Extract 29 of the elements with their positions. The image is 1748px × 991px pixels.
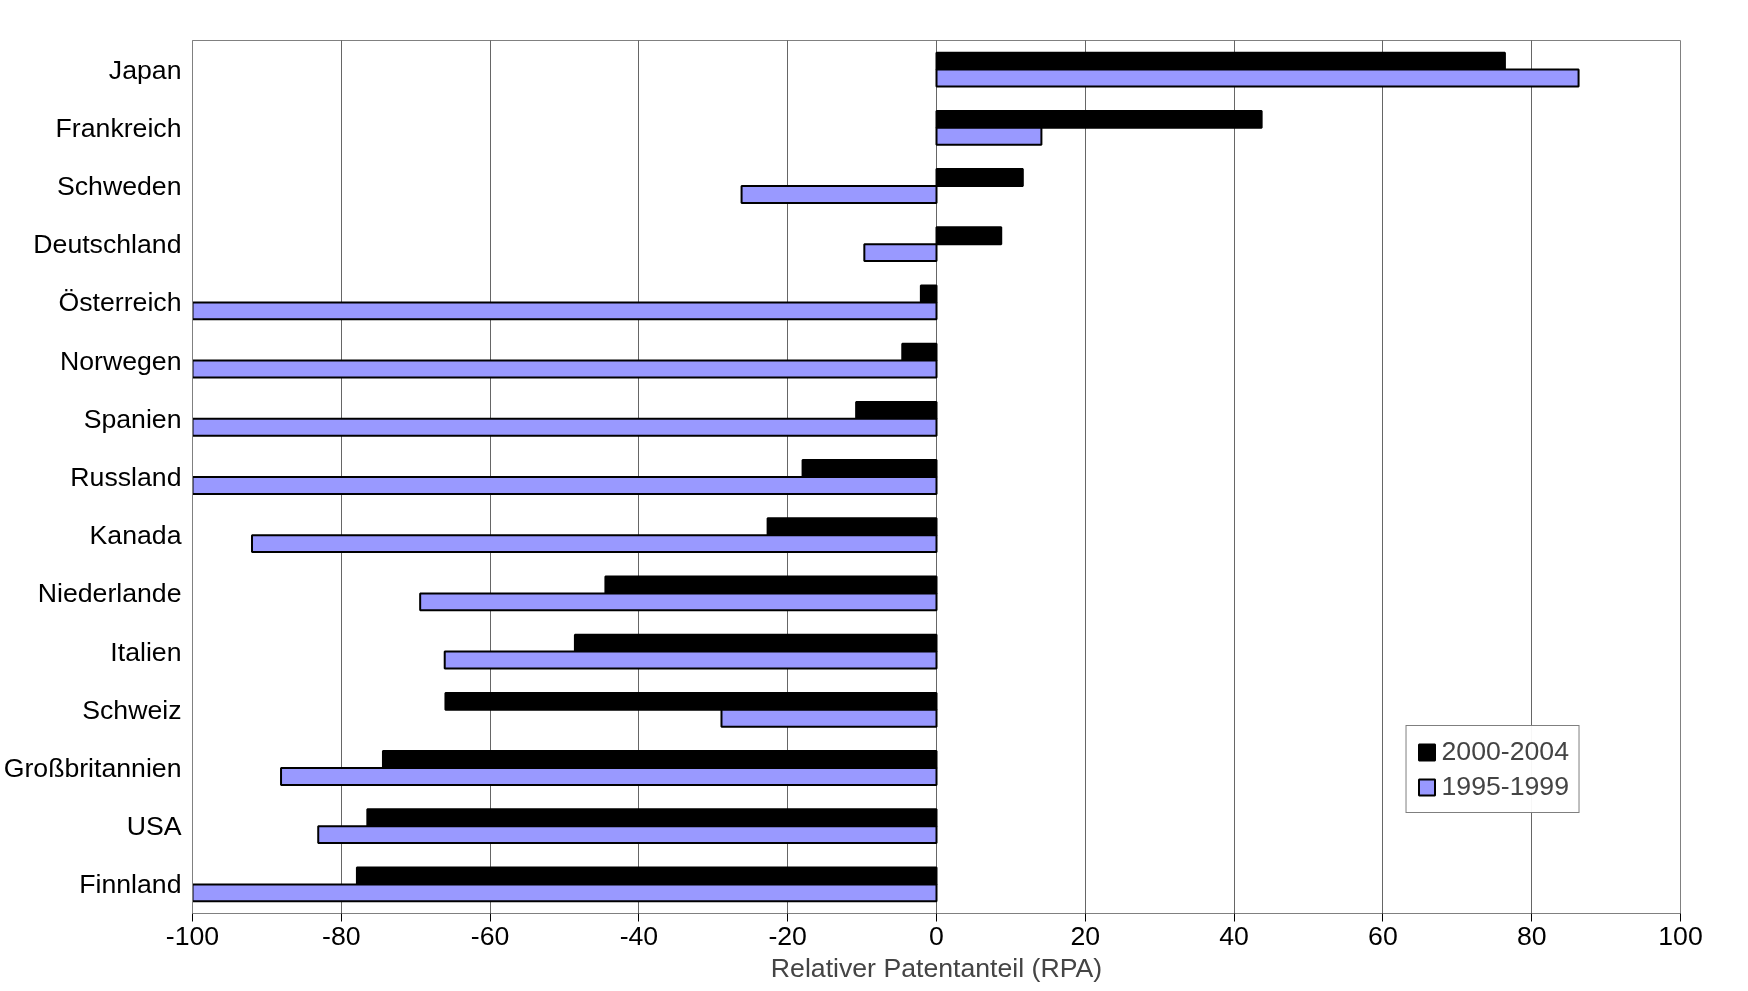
y-tick-label: Japan xyxy=(108,54,182,85)
x-tick-label: -80 xyxy=(322,920,361,951)
y-tick-label: Finnland xyxy=(79,869,182,900)
legend-label: 2000-2004 xyxy=(1441,736,1569,767)
x-tick-label: 40 xyxy=(1219,920,1249,951)
x-tick-label: 20 xyxy=(1070,920,1101,951)
y-tick-label: Großbritannien xyxy=(3,753,182,783)
y-tick-label: Frankreich xyxy=(55,112,182,143)
y-tick-label: Spanien xyxy=(83,403,182,434)
y-tick-label: Kanada xyxy=(89,520,182,551)
x-axis-title: Relativer Patentanteil (RPA) xyxy=(770,952,1103,983)
x-tick-label: 100 xyxy=(1658,920,1703,951)
x-tick-label: -60 xyxy=(470,920,510,951)
y-tick-label: Russland xyxy=(70,462,182,492)
x-tick-label: -100 xyxy=(165,920,220,951)
legend-label: 1995-1999 xyxy=(1441,771,1569,802)
x-tick-label: -20 xyxy=(768,920,807,951)
x-tick-label: 0 xyxy=(929,920,944,951)
x-tick-label: -40 xyxy=(619,920,659,951)
x-tick-label: 60 xyxy=(1368,920,1398,951)
y-tick-label: Österreich xyxy=(58,287,182,318)
y-tick-label: Italien xyxy=(110,636,182,667)
y-tick-label: Niederlande xyxy=(37,578,182,609)
y-tick-label: USA xyxy=(126,811,182,842)
x-tick-label: 80 xyxy=(1516,920,1547,951)
y-tick-label: Schweden xyxy=(57,171,182,201)
y-tick-label: Norwegen xyxy=(60,345,182,376)
y-tick-label: Deutschland xyxy=(33,229,182,260)
y-tick-label: Schweiz xyxy=(82,694,182,725)
